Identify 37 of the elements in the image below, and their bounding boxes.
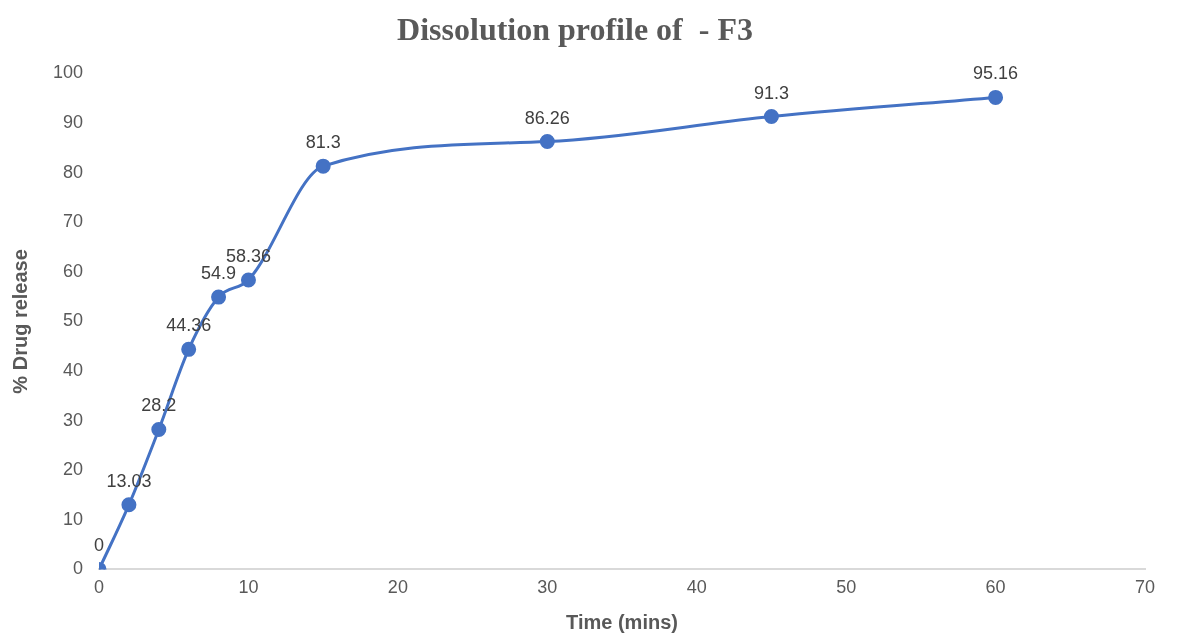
point <box>763 109 779 125</box>
x-tick-label: 10 <box>238 577 259 598</box>
data-label: 86.26 <box>524 107 570 128</box>
point <box>151 422 167 438</box>
chart-title: Dissolution profile of - F3 <box>397 11 753 48</box>
x-tick-label: 50 <box>836 577 857 598</box>
point <box>539 134 555 150</box>
y-tick-label: 40 <box>63 359 84 380</box>
data-label: 95.16 <box>973 63 1019 84</box>
y-tick-label: 30 <box>63 409 84 430</box>
point <box>181 341 197 357</box>
y-tick-label: 50 <box>63 310 84 331</box>
y-tick-label: 10 <box>63 508 84 529</box>
x-axis-title: Time (mins) <box>566 610 678 633</box>
x-tick-label: 70 <box>1134 577 1156 598</box>
point <box>211 289 227 305</box>
x-tick-label: 20 <box>387 577 408 598</box>
y-axis-title: % Drug release <box>8 249 31 394</box>
y-tick-label: 80 <box>63 161 84 182</box>
x-tick-label: 0 <box>94 577 105 598</box>
y-tick-label: 100 <box>52 62 84 83</box>
y-tick-label: 70 <box>63 211 84 232</box>
x-tick-label: 60 <box>985 577 1006 598</box>
x-tick-label: 30 <box>537 577 558 598</box>
y-tick-label: 20 <box>63 459 84 480</box>
point <box>121 497 137 513</box>
point <box>315 158 331 174</box>
data-label: 54.9 <box>201 263 237 284</box>
y-tick-label: 60 <box>63 260 84 281</box>
point <box>240 272 256 288</box>
data-label: 91.3 <box>753 82 789 103</box>
data-label: 81.3 <box>305 132 341 153</box>
data-label: 0 <box>94 535 105 556</box>
point <box>988 89 1004 105</box>
y-tick-label: 0 <box>73 558 84 579</box>
y-tick-label: 90 <box>63 111 84 132</box>
x-tick-label: 40 <box>686 577 707 598</box>
